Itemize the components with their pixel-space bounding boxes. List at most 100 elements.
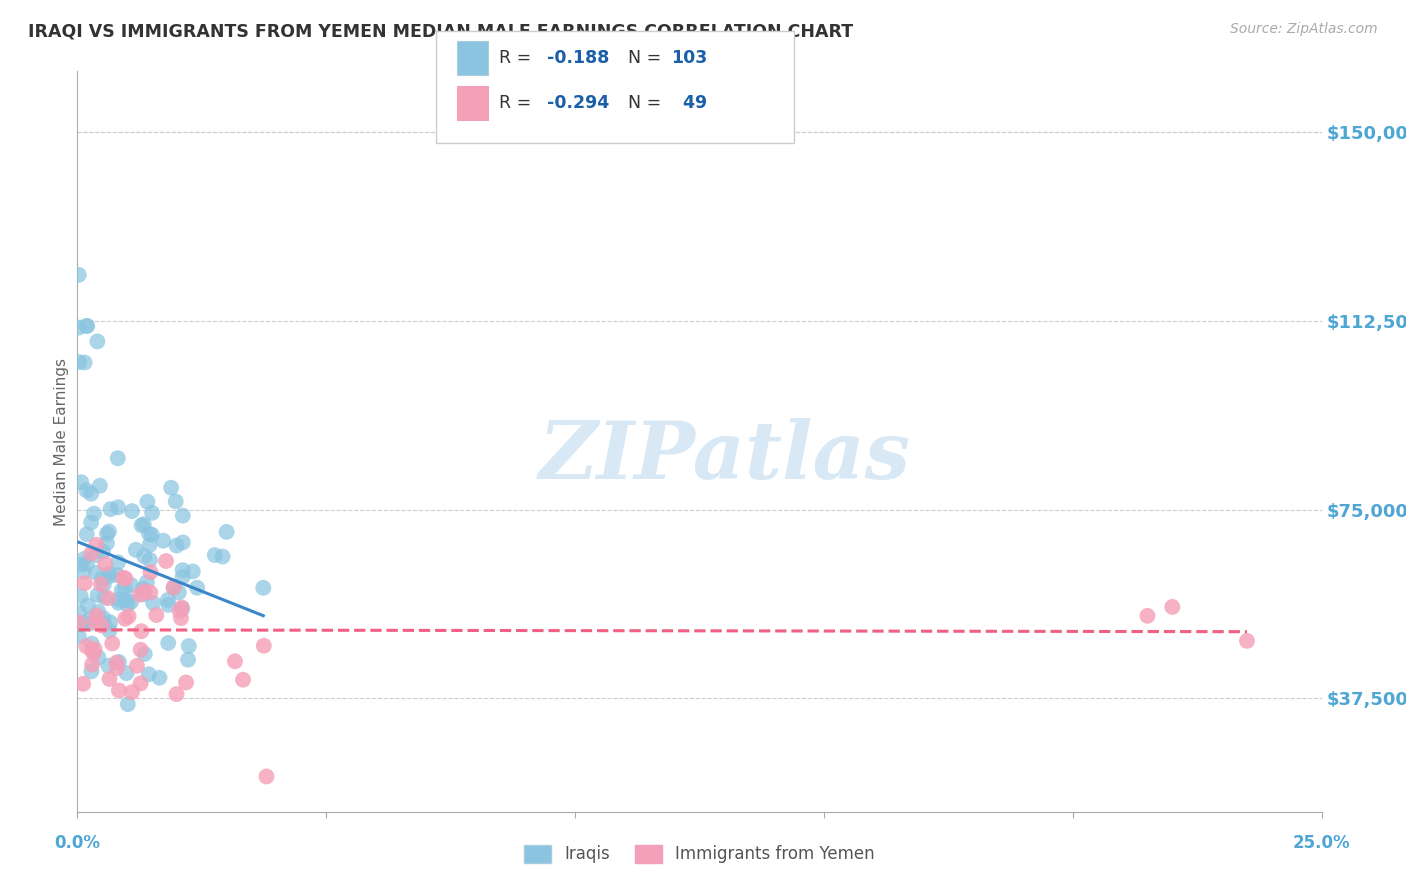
Point	[93, 591, 115, 605]
Point	[132, 582, 155, 596]
Point	[115, 666, 138, 681]
Point	[172, 535, 194, 549]
Point	[139, 585, 162, 599]
Point	[114, 582, 136, 596]
Text: IRAQI VS IMMIGRANTS FROM YEMEN MEDIAN MALE EARNINGS CORRELATION CHART: IRAQI VS IMMIGRANTS FROM YEMEN MEDIAN MA…	[28, 22, 853, 40]
Point	[172, 601, 194, 615]
Point	[93, 578, 115, 592]
Point	[97, 591, 120, 606]
Point	[75, 640, 97, 654]
Point	[83, 507, 105, 521]
Point	[132, 587, 155, 601]
Point	[73, 576, 96, 591]
Point	[97, 658, 120, 673]
Point	[129, 676, 152, 690]
Point	[83, 642, 105, 657]
Point	[155, 554, 177, 568]
Point	[91, 571, 114, 585]
Point	[107, 500, 129, 515]
Point	[111, 583, 134, 598]
Point	[1161, 599, 1184, 614]
Point	[80, 643, 103, 657]
Point	[1136, 608, 1159, 623]
Point	[129, 624, 152, 639]
Text: N =: N =	[628, 94, 668, 112]
Point	[67, 320, 90, 334]
Point	[107, 451, 129, 466]
Point	[172, 508, 194, 523]
Point	[166, 687, 188, 701]
Point	[163, 580, 186, 594]
Point	[112, 571, 135, 585]
Point	[252, 581, 274, 595]
Point	[98, 615, 121, 630]
Text: 0.0%: 0.0%	[55, 834, 100, 853]
Point	[156, 593, 179, 607]
Point	[90, 577, 112, 591]
Point	[160, 481, 183, 495]
Point	[232, 673, 254, 687]
Point	[114, 572, 136, 586]
Point	[132, 517, 155, 532]
Point	[93, 611, 115, 625]
Point	[93, 617, 115, 632]
Point	[84, 548, 107, 562]
Point	[141, 506, 163, 520]
Point	[67, 605, 90, 619]
Point	[138, 667, 160, 681]
Point	[67, 355, 90, 369]
Point	[76, 318, 98, 333]
Point	[253, 639, 276, 653]
Point	[96, 526, 118, 541]
Point	[73, 552, 96, 566]
Point	[170, 600, 193, 615]
Point	[121, 504, 143, 518]
Point	[152, 533, 174, 548]
Point	[76, 557, 98, 571]
Point	[80, 665, 103, 679]
Point	[72, 677, 94, 691]
Point	[215, 524, 238, 539]
Text: ZIPatlas: ZIPatlas	[538, 417, 911, 495]
Point	[107, 568, 129, 582]
Point	[136, 494, 159, 508]
Text: N =: N =	[628, 49, 668, 67]
Point	[70, 617, 93, 632]
Point	[80, 516, 103, 530]
Point	[84, 538, 107, 552]
Point	[91, 544, 114, 558]
Point	[121, 685, 143, 699]
Point	[170, 611, 193, 625]
Point	[115, 593, 138, 607]
Point	[98, 524, 121, 539]
Point	[69, 589, 91, 603]
Point	[256, 769, 278, 783]
Point	[82, 646, 104, 660]
Point	[107, 592, 129, 607]
Point	[139, 553, 162, 567]
Text: 49: 49	[671, 94, 707, 112]
Point	[174, 675, 197, 690]
Point	[204, 548, 226, 562]
Point	[70, 558, 93, 572]
Point	[157, 598, 180, 612]
Point	[77, 599, 100, 613]
Text: -0.294: -0.294	[547, 94, 609, 112]
Point	[138, 538, 160, 552]
Point	[94, 557, 117, 571]
Point	[84, 615, 107, 630]
Point	[134, 584, 156, 599]
Point	[120, 595, 142, 609]
Point	[105, 656, 128, 670]
Point	[86, 588, 108, 602]
Point	[172, 563, 194, 577]
Point	[98, 672, 121, 686]
Point	[145, 608, 167, 623]
Text: 103: 103	[671, 49, 707, 67]
Point	[181, 565, 204, 579]
Point	[91, 618, 114, 632]
Point	[100, 502, 122, 516]
Point	[114, 612, 136, 626]
Point	[80, 486, 103, 500]
Point	[108, 683, 131, 698]
